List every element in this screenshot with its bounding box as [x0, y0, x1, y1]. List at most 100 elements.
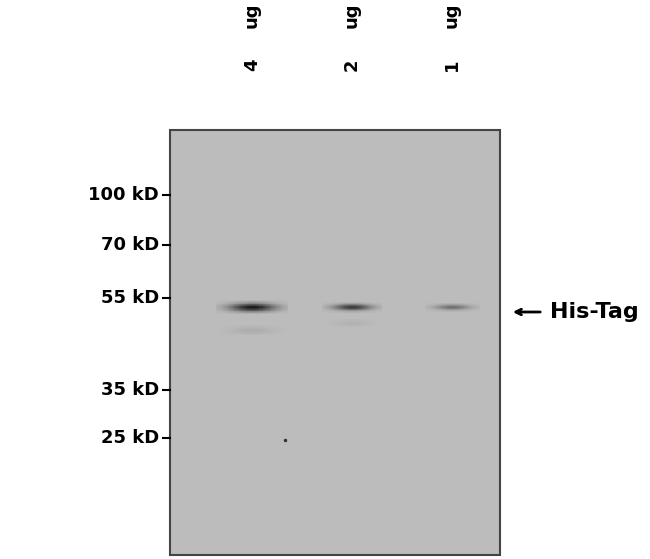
Bar: [235, 301, 237, 302]
Bar: [277, 311, 278, 312]
Bar: [252, 302, 254, 303]
Bar: [222, 310, 223, 311]
Bar: [221, 300, 222, 301]
Bar: [222, 307, 223, 309]
Bar: [248, 312, 250, 313]
Bar: [245, 301, 246, 302]
Bar: [217, 306, 218, 307]
Bar: [223, 313, 224, 314]
Bar: [248, 304, 250, 305]
Bar: [250, 302, 251, 303]
Bar: [254, 300, 255, 301]
Bar: [229, 309, 230, 310]
Bar: [269, 306, 270, 307]
Bar: [258, 306, 259, 307]
Bar: [242, 302, 244, 303]
Bar: [276, 305, 277, 306]
Bar: [231, 309, 233, 310]
Bar: [246, 311, 247, 312]
Bar: [275, 300, 276, 301]
Bar: [229, 302, 230, 303]
Bar: [241, 313, 242, 314]
Bar: [241, 304, 242, 305]
Bar: [264, 305, 265, 306]
Bar: [237, 312, 238, 313]
Bar: [280, 301, 281, 302]
Bar: [250, 310, 251, 311]
Bar: [257, 313, 258, 314]
Bar: [247, 303, 248, 304]
Bar: [281, 307, 282, 309]
Bar: [218, 310, 220, 311]
Bar: [272, 301, 274, 302]
Bar: [287, 302, 288, 303]
Bar: [268, 302, 269, 303]
Bar: [221, 310, 222, 311]
Bar: [281, 311, 282, 312]
Bar: [268, 301, 269, 302]
Bar: [261, 300, 263, 301]
Bar: [281, 310, 282, 311]
Bar: [237, 300, 238, 301]
Bar: [265, 304, 266, 305]
Bar: [252, 303, 254, 304]
Bar: [244, 305, 245, 306]
Bar: [263, 303, 264, 304]
Bar: [275, 311, 276, 312]
Bar: [264, 312, 265, 313]
Bar: [233, 310, 234, 311]
Text: 1: 1: [443, 59, 461, 71]
Bar: [220, 309, 221, 310]
Bar: [220, 301, 221, 302]
Bar: [282, 300, 283, 301]
Bar: [221, 305, 222, 306]
Bar: [251, 301, 252, 302]
Bar: [247, 305, 248, 306]
Bar: [234, 312, 235, 313]
Bar: [222, 303, 223, 304]
Bar: [277, 302, 278, 303]
Bar: [235, 305, 237, 306]
Bar: [254, 313, 255, 314]
Bar: [254, 311, 255, 312]
Bar: [246, 300, 247, 301]
Bar: [268, 303, 269, 304]
Bar: [233, 306, 234, 307]
Text: His-Tag: His-Tag: [550, 302, 639, 322]
Bar: [272, 302, 274, 303]
Bar: [251, 304, 252, 305]
Bar: [261, 311, 263, 312]
Bar: [282, 307, 283, 309]
Bar: [275, 310, 276, 311]
Bar: [245, 309, 246, 310]
Bar: [269, 311, 270, 312]
Bar: [244, 303, 245, 304]
Bar: [268, 304, 269, 305]
Bar: [271, 302, 272, 303]
Bar: [231, 300, 233, 301]
Bar: [278, 301, 280, 302]
Bar: [263, 309, 264, 310]
Bar: [229, 307, 230, 309]
Bar: [272, 306, 274, 307]
Bar: [261, 307, 263, 309]
Bar: [254, 306, 255, 307]
Bar: [218, 313, 220, 314]
Text: ug: ug: [343, 2, 361, 28]
Bar: [251, 303, 252, 304]
Bar: [263, 304, 264, 305]
Bar: [217, 309, 218, 310]
Bar: [246, 301, 247, 302]
Bar: [235, 304, 237, 305]
Bar: [258, 309, 259, 310]
Bar: [259, 309, 261, 310]
Bar: [220, 302, 221, 303]
Bar: [259, 303, 261, 304]
Bar: [230, 305, 231, 306]
Bar: [216, 313, 217, 314]
Bar: [283, 310, 285, 311]
Bar: [287, 306, 288, 307]
Bar: [227, 303, 228, 304]
Bar: [264, 302, 265, 303]
Bar: [287, 300, 288, 301]
